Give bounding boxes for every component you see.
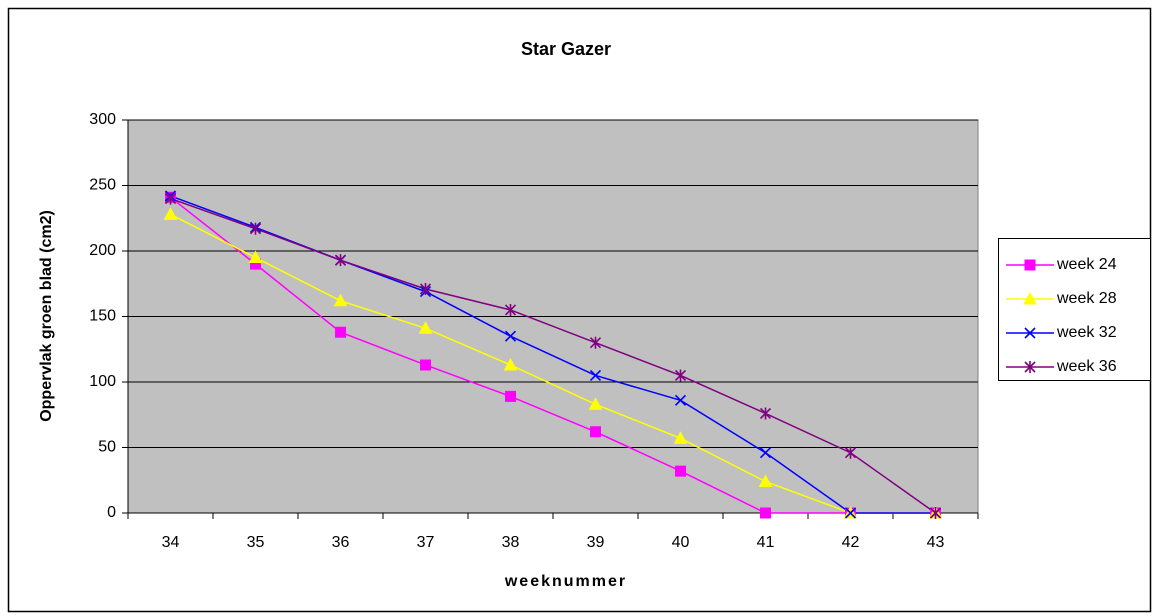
y-tick-label: 150 (89, 308, 116, 325)
marker (929, 507, 942, 519)
marker (334, 254, 347, 267)
y-tick-label: 250 (89, 177, 116, 194)
marker (335, 326, 346, 338)
y-tick-label: 50 (98, 439, 116, 456)
legend (998, 238, 1151, 381)
legend-label: week 36 (1056, 358, 1117, 375)
marker (758, 474, 773, 488)
x-axis-title: weeknummer (504, 573, 627, 590)
marker (504, 330, 517, 342)
marker (248, 250, 263, 264)
marker (590, 426, 601, 438)
marker (1024, 259, 1036, 271)
x-tick-label: 36 (332, 534, 350, 551)
marker (420, 359, 431, 371)
y-tick-label: 300 (89, 111, 116, 128)
marker (674, 369, 687, 382)
marker (504, 303, 517, 316)
marker (1024, 327, 1036, 339)
marker (1024, 361, 1036, 373)
marker (333, 293, 348, 307)
marker (589, 336, 602, 349)
x-tick-label: 43 (927, 534, 945, 551)
marker (673, 431, 688, 444)
x-tick-label: 40 (672, 534, 690, 551)
legend-label: week 28 (1056, 290, 1117, 307)
marker (674, 394, 687, 406)
marker (418, 321, 433, 334)
marker (675, 465, 686, 477)
legend-label: week 24 (1056, 256, 1117, 273)
marker (759, 407, 772, 420)
marker (163, 207, 178, 220)
y-tick-label: 0 (107, 504, 116, 521)
y-axis-title: Oppervlak groen blad (cm2) (38, 210, 55, 422)
x-tick-label: 42 (842, 534, 860, 551)
x-tick-label: 34 (162, 534, 180, 551)
legend-label: week 32 (1056, 324, 1117, 341)
marker (249, 222, 262, 235)
y-tick-label: 100 (89, 373, 116, 390)
marker (164, 192, 177, 205)
y-tick-label: 200 (89, 242, 116, 259)
series-line (170, 213, 936, 514)
marker (503, 357, 518, 371)
marker (588, 397, 603, 410)
marker (419, 282, 432, 295)
series-line (170, 197, 936, 514)
series-line (170, 196, 936, 514)
x-tick-label: 38 (502, 534, 520, 551)
marker (760, 507, 771, 519)
marker (844, 507, 857, 519)
marker (589, 369, 602, 382)
x-tick-label: 37 (417, 534, 435, 551)
marker (505, 390, 516, 402)
x-tick-label: 35 (247, 534, 265, 551)
chart-title: Star Gazer (521, 39, 611, 59)
marker (1023, 291, 1037, 305)
x-tick-label: 39 (587, 534, 605, 551)
x-tick-label: 41 (757, 534, 775, 551)
marker (759, 447, 772, 459)
marker (844, 446, 857, 459)
